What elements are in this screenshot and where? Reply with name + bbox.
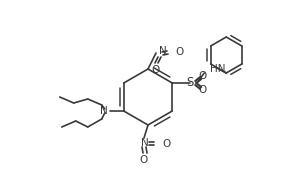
Text: O: O: [198, 71, 206, 81]
Text: N: N: [100, 106, 108, 116]
Text: O: O: [175, 47, 183, 57]
Text: S: S: [186, 76, 194, 89]
Text: O: O: [151, 65, 159, 75]
Text: N: N: [159, 46, 167, 56]
Text: O: O: [198, 85, 206, 95]
Text: O: O: [140, 155, 148, 165]
Text: O: O: [162, 139, 170, 149]
Text: N: N: [141, 138, 149, 148]
Text: HN: HN: [210, 64, 226, 74]
